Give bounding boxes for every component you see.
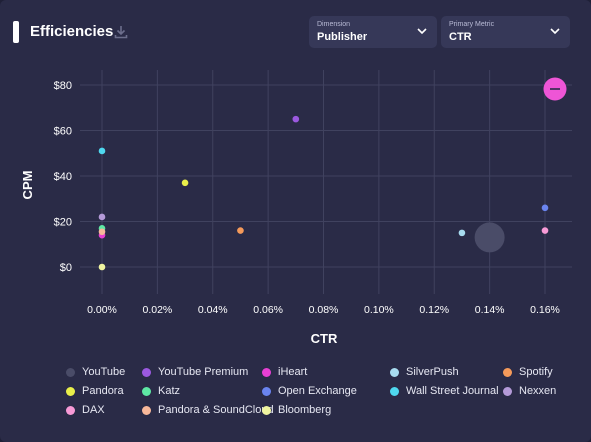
metric-caption: Primary Metric bbox=[449, 21, 495, 28]
dimension-value: Publisher bbox=[317, 31, 368, 43]
data-point bbox=[458, 229, 466, 237]
legend-item[interactable]: SilverPush bbox=[390, 366, 459, 378]
legend-item[interactable]: DAX bbox=[66, 404, 105, 416]
legend-item[interactable]: Nexxen bbox=[503, 385, 556, 397]
data-point bbox=[98, 147, 106, 155]
legend-label: Wall Street Journal bbox=[406, 385, 499, 397]
legend-item[interactable]: YouTube Premium bbox=[142, 366, 248, 378]
legend-item[interactable]: iHeart bbox=[262, 366, 307, 378]
data-point bbox=[292, 115, 300, 123]
x-tick-label: 0.16% bbox=[530, 304, 560, 316]
legend-swatch bbox=[142, 367, 151, 377]
legend-swatch bbox=[142, 405, 151, 415]
scatter-chart: $0 $20 $40 $60 $80 0.00% 0.02% 0.04% 0.06% 0.08% 0… bbox=[20, 70, 572, 346]
legend-item[interactable]: Bloomberg bbox=[262, 404, 331, 416]
metric-value: CTR bbox=[449, 31, 472, 43]
chevron-down-icon bbox=[417, 28, 427, 35]
legend-label: Pandora & SoundCloud bbox=[158, 404, 274, 416]
legend-label: Katz bbox=[158, 385, 181, 397]
legend-swatch bbox=[390, 386, 399, 396]
legend-item[interactable]: YouTube bbox=[66, 366, 125, 378]
x-tick-label: 0.10% bbox=[364, 304, 394, 316]
legend-swatch bbox=[390, 367, 399, 377]
legend-item[interactable]: Katz bbox=[142, 385, 180, 397]
legend-label: DAX bbox=[82, 404, 105, 416]
x-axis-label: CTR bbox=[311, 331, 338, 346]
x-tick-label: 0.08% bbox=[309, 304, 339, 316]
legend-label: YouTube Premium bbox=[158, 366, 249, 378]
legend-item[interactable]: Pandora bbox=[66, 385, 124, 397]
panel-title: Efficiencies bbox=[30, 23, 114, 40]
data-point bbox=[541, 227, 549, 234]
y-tick-label: $20 bbox=[54, 217, 72, 229]
legend-swatch bbox=[262, 405, 271, 415]
legend-label: Pandora bbox=[82, 385, 124, 397]
legend-label: Spotify bbox=[519, 366, 553, 378]
x-tick-label: 0.02% bbox=[142, 304, 172, 316]
legend-label: Open Exchange bbox=[278, 385, 357, 397]
legend-swatch bbox=[66, 405, 75, 415]
y-tick-label: $40 bbox=[54, 171, 72, 183]
legend-swatch bbox=[262, 367, 271, 377]
x-tick-label: 0.14% bbox=[475, 304, 505, 316]
data-point bbox=[98, 228, 106, 236]
legend-label: Bloomberg bbox=[278, 404, 332, 416]
x-tick-label: 0.00% bbox=[87, 304, 117, 316]
data-point bbox=[98, 213, 106, 221]
legend-swatch bbox=[66, 386, 75, 396]
legend-swatch bbox=[503, 367, 512, 377]
metric-dropdown[interactable]: Primary Metric CTR bbox=[441, 16, 570, 48]
data-point bbox=[474, 222, 505, 253]
y-tick-label: $60 bbox=[54, 126, 72, 138]
legend-item[interactable]: Pandora & SoundCloud bbox=[142, 404, 274, 416]
legend-swatch bbox=[66, 367, 75, 377]
legend-swatch bbox=[503, 386, 512, 396]
dimension-dropdown[interactable]: Dimension Publisher bbox=[309, 16, 437, 48]
x-tick-label: 0.06% bbox=[253, 304, 283, 316]
x-tick-label: 0.12% bbox=[419, 304, 449, 316]
data-point bbox=[181, 179, 189, 187]
legend-swatch bbox=[262, 386, 271, 396]
legend-label: YouTube bbox=[82, 366, 126, 378]
legend-item[interactable]: Spotify bbox=[503, 366, 553, 378]
data-point bbox=[98, 263, 106, 271]
data-point bbox=[237, 227, 244, 234]
download-icon[interactable] bbox=[114, 25, 128, 39]
y-tick-label: $0 bbox=[60, 262, 72, 274]
legend-item[interactable]: Wall Street Journal bbox=[390, 385, 499, 397]
y-tick-label: $80 bbox=[54, 80, 72, 92]
legend-label: SilverPush bbox=[406, 366, 459, 378]
legend-item[interactable]: Open Exchange bbox=[262, 385, 357, 397]
title-accent-bar bbox=[13, 21, 19, 43]
data-point bbox=[541, 204, 549, 212]
chevron-down-icon bbox=[550, 28, 560, 35]
legend-label: Nexxen bbox=[519, 385, 557, 397]
x-tick-label: 0.04% bbox=[198, 304, 228, 316]
legend-swatch bbox=[142, 386, 151, 396]
legend-label: iHeart bbox=[278, 366, 308, 378]
dimension-caption: Dimension bbox=[317, 21, 351, 28]
y-axis-label: CPM bbox=[20, 171, 35, 200]
